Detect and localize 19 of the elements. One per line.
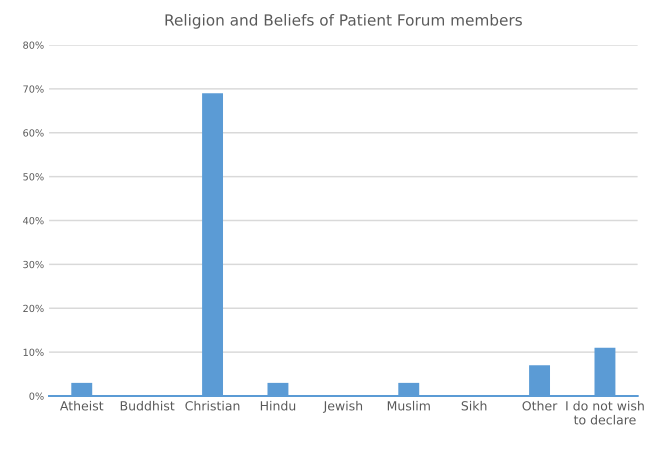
x-tick-label: Muslim [388, 400, 430, 411]
y-tick-label: 60% [23, 129, 44, 137]
x-tick-label: Jewish [322, 400, 362, 413]
y-tick-label: 50% [23, 173, 44, 180]
x-tick-label: Other [522, 400, 558, 411]
x-tick-label: Hindu [260, 400, 296, 411]
y-tick-label: 80% [23, 41, 44, 49]
x-tick-label: I do not wish to declare [566, 400, 644, 425]
y-tick-label: 0% [29, 392, 44, 400]
y-tick-label: 40% [23, 216, 44, 224]
x-tick-label: Christian [185, 400, 240, 411]
x-tick-label: Atheist [60, 400, 104, 411]
y-tick-label: 20% [23, 304, 44, 312]
y-tick-label: 30% [23, 260, 44, 268]
x-tick-label: Buddhist [120, 400, 174, 411]
chart-title: Religion and Beliefs of Patient Forum members [166, 14, 522, 29]
x-tick-label: Sikh [462, 400, 486, 411]
y-tick-label: 10% [24, 348, 44, 356]
y-tick-label: 70% [23, 85, 44, 93]
